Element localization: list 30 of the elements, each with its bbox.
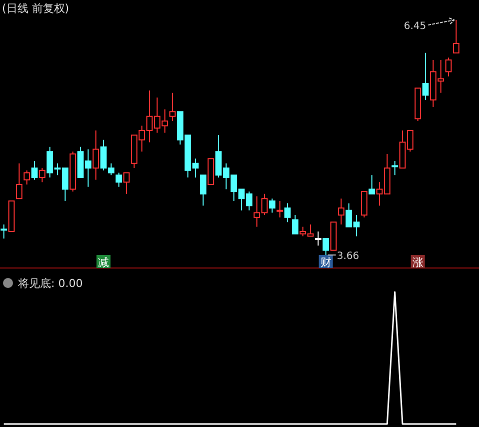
- candlestick: [338, 198, 344, 225]
- annotation: 6.45: [404, 21, 426, 32]
- candlestick: [368, 174, 376, 194]
- candlestick: [322, 238, 330, 256]
- candlestick: [123, 172, 130, 194]
- chart-title: (日线 前复权): [2, 2, 70, 15]
- annotation: 3.66: [336, 251, 360, 262]
- candlestick: [38, 168, 46, 183]
- candlestick: [284, 202, 291, 223]
- candlestick: [360, 191, 368, 218]
- candlestick: [392, 160, 398, 176]
- chart-title: 将见底: 0.00: [17, 277, 83, 290]
- candlestick: [116, 172, 122, 188]
- candlestick: [445, 57, 452, 77]
- text: 涨: [412, 256, 424, 269]
- candlestick: [314, 231, 322, 246]
- text: 财: [320, 256, 332, 269]
- candlestick: [16, 162, 22, 200]
- candlestick: [268, 198, 276, 214]
- candlestick: [92, 130, 100, 180]
- candlestick: [169, 92, 176, 122]
- text: 减: [98, 256, 109, 269]
- candlestick: [0, 224, 8, 240]
- candlestick: [200, 174, 206, 206]
- candlestick: [24, 170, 30, 185]
- candlestick: [276, 200, 284, 218]
- candlestick: [292, 214, 298, 234]
- candlestick: [452, 20, 460, 54]
- candlestick: [422, 52, 429, 100]
- candlestick: [31, 160, 38, 180]
